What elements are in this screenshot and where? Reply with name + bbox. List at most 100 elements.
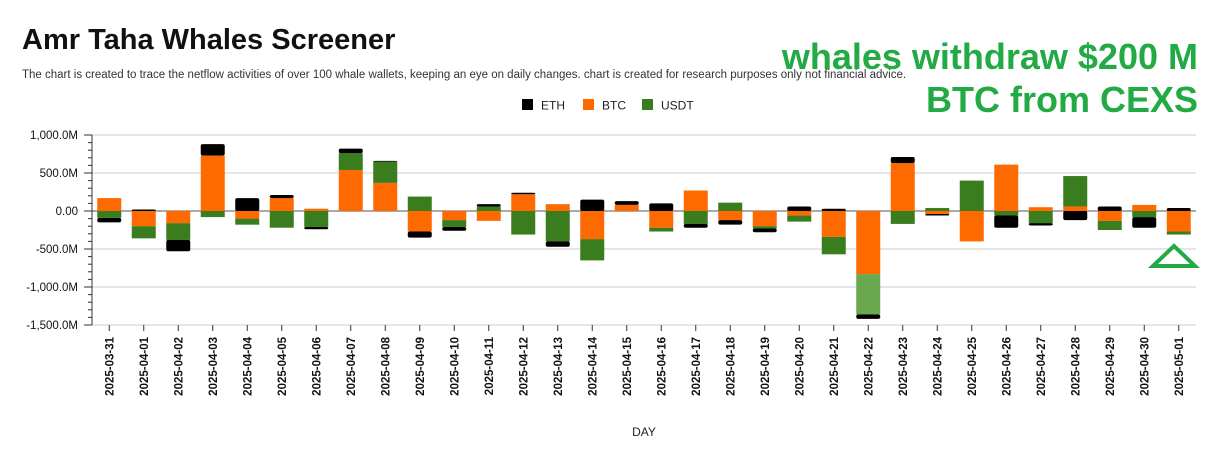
x-tick-label: 2025-04-04 <box>242 336 254 395</box>
bar-usdt-2025-04-21 <box>821 236 846 255</box>
x-tick-label: 2025-04-23 <box>898 337 910 396</box>
bar-btc-2025-04-10 <box>442 211 467 221</box>
bar-eth-2025-04-08 <box>373 160 398 162</box>
bar-btc-2025-04-30 <box>1132 204 1157 211</box>
bar-usdt-2025-04-14 <box>580 239 605 261</box>
legend-label-eth: ETH <box>541 99 565 113</box>
bar-usdt-2025-04-16 <box>649 227 674 232</box>
bar-usdt-2025-04-07 <box>338 153 363 170</box>
bar-eth-2025-04-01 <box>131 209 156 211</box>
bar-btc-2025-04-01 <box>131 211 156 227</box>
y-tick-label: -500.0M <box>36 244 78 256</box>
bar-btc-2025-04-24 <box>925 211 950 215</box>
bar-eth-2025-04-14 <box>580 199 605 211</box>
bar-eth-2025-04-09 <box>407 231 432 238</box>
x-tick-label: 2025-04-02 <box>173 337 185 396</box>
x-axis-label: DAY <box>632 425 656 439</box>
bar-eth-2025-04-22 <box>856 314 881 319</box>
bar-usdt-2025-04-12 <box>511 211 536 235</box>
bar-btc-2025-04-13 <box>545 204 570 211</box>
bar-btc-2025-04-18 <box>718 211 743 221</box>
bar-eth-2025-04-17 <box>683 223 708 228</box>
bar-usdt-2025-04-26 <box>994 211 1019 216</box>
x-tick-label: 2025-04-21 <box>829 336 841 395</box>
bar-eth-2025-04-04 <box>235 198 260 211</box>
legend-swatch-usdt <box>642 99 653 110</box>
bar-btc-2025-04-09 <box>407 211 432 232</box>
x-tick-label: 2025-04-19 <box>760 337 772 396</box>
x-tick-label: 2025-04-01 <box>139 336 151 395</box>
bar-eth-2025-04-23 <box>890 157 915 164</box>
x-tick-label: 2025-04-03 <box>208 337 220 396</box>
x-tick-label: 2025-05-01 <box>1174 336 1186 395</box>
bar-usdt-2025-04-06 <box>304 211 329 227</box>
bar-usdt-2025-03-31 <box>97 211 122 218</box>
legend-swatch-btc <box>583 99 594 110</box>
bar-eth-2025-04-03 <box>200 144 225 156</box>
x-tick-label: 2025-04-20 <box>794 337 806 396</box>
bar-usdt-2025-04-09 <box>407 196 432 211</box>
annotation-line-1: whales withdraw $200 M <box>781 36 1198 77</box>
bar-eth-2025-04-05 <box>269 195 294 199</box>
x-tick-label: 2025-04-17 <box>691 337 703 396</box>
bar-btc-2025-04-27 <box>1028 207 1053 211</box>
bar-btc-2025-04-23 <box>890 163 915 211</box>
bar-usdt-2025-04-04 <box>235 218 260 225</box>
x-tick-label: 2025-04-26 <box>1001 337 1013 396</box>
bar-usdt-2025-04-01 <box>131 226 156 239</box>
x-tick-label: 2025-04-11 <box>484 336 496 395</box>
bar-usdt-2025-04-25 <box>959 180 984 211</box>
x-tick-label: 2025-04-09 <box>415 337 427 396</box>
x-tick-label: 2025-04-28 <box>1070 336 1082 395</box>
bar-usdt-2025-04-18 <box>718 202 743 211</box>
bar-btc-2025-04-14 <box>580 211 605 240</box>
legend-label-btc: BTC <box>602 99 626 113</box>
bar-btc-2025-04-22 <box>856 211 881 275</box>
x-tick-label: 2025-04-18 <box>725 336 737 395</box>
bar-usdt-2025-04-22 <box>856 274 881 315</box>
y-tick-label: 500.0M <box>40 168 78 180</box>
bar-btc-2025-04-25 <box>959 211 984 242</box>
bar-usdt-2025-04-27 <box>1028 211 1053 224</box>
bar-eth-2025-04-18 <box>718 220 743 225</box>
x-tick-label: 2025-04-05 <box>277 336 289 395</box>
bar-eth-2025-04-20 <box>787 206 812 211</box>
bar-usdt-2025-04-05 <box>269 211 294 228</box>
bar-btc-2025-04-07 <box>338 169 363 211</box>
bar-eth-2025-04-19 <box>752 228 777 233</box>
x-tick-label: 2025-04-24 <box>932 336 944 395</box>
bar-usdt-2025-04-23 <box>890 211 915 224</box>
x-tick-label: 2025-04-14 <box>587 336 599 395</box>
bar-btc-2025-04-08 <box>373 182 398 211</box>
x-tick-label: 2025-04-15 <box>622 336 634 395</box>
bar-eth-2025-04-29 <box>1097 206 1122 211</box>
x-tick-label: 2025-04-27 <box>1036 337 1048 396</box>
bar-btc-2025-04-04 <box>235 211 260 219</box>
bar-eth-2025-03-31 <box>97 217 122 223</box>
bar-eth-2025-04-16 <box>649 203 674 211</box>
x-tick-label: 2025-03-31 <box>104 336 116 395</box>
x-tick-label: 2025-04-30 <box>1139 337 1151 396</box>
y-tick-label: 0.00 <box>56 206 78 218</box>
bar-usdt-2025-05-01 <box>1166 231 1191 235</box>
bar-usdt-2025-04-17 <box>683 211 708 224</box>
bar-btc-2025-04-26 <box>994 164 1019 211</box>
x-tick-label: 2025-04-29 <box>1105 337 1117 396</box>
y-tick-label: -1,000.0M <box>26 282 78 294</box>
bar-eth-2025-04-02 <box>166 239 191 252</box>
bar-eth-2025-04-24 <box>925 214 950 216</box>
x-tick-label: 2025-04-22 <box>863 337 875 396</box>
annotation-callout: whales withdraw $200 M BTC from CEXS <box>782 35 1198 121</box>
chart-subtitle: The chart is created to trace the netflo… <box>22 69 907 81</box>
bar-btc-2025-04-03 <box>200 155 225 211</box>
x-tick-label: 2025-04-10 <box>449 337 461 396</box>
bar-usdt-2025-04-10 <box>442 220 467 227</box>
bar-eth-2025-04-21 <box>821 208 846 211</box>
bar-btc-2025-04-11 <box>476 211 501 221</box>
bar-usdt-2025-04-08 <box>373 161 398 183</box>
bar-eth-2025-04-26 <box>994 215 1019 228</box>
bar-btc-2025-03-31 <box>97 198 122 211</box>
bar-eth-2025-04-07 <box>338 148 363 154</box>
legend-swatch-eth <box>522 99 533 110</box>
